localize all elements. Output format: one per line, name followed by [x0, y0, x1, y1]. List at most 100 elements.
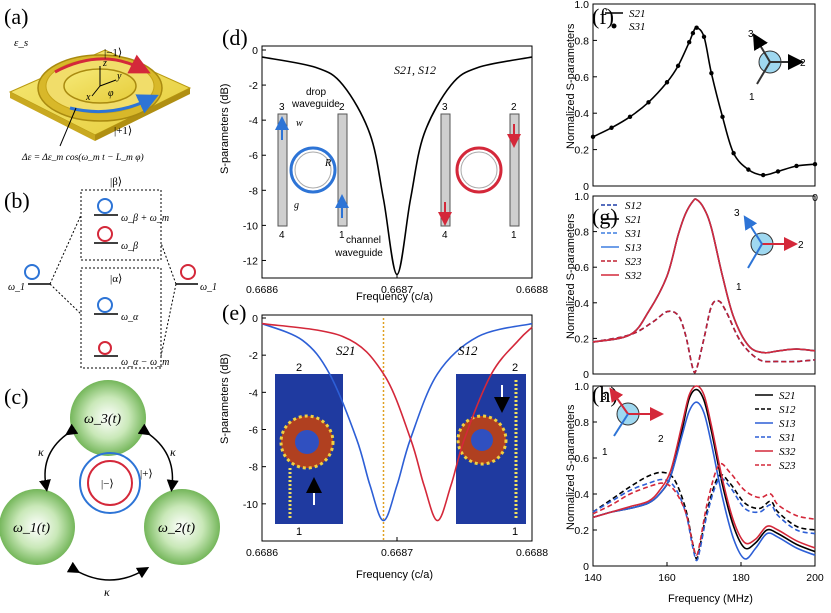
- ytick-label: 1.0: [574, 381, 589, 393]
- port-label-d-1b: 1: [511, 230, 517, 241]
- axis-x-label: x: [85, 92, 91, 103]
- chart-e-s21-label: S21: [336, 343, 356, 358]
- legend-label: S13: [625, 242, 642, 254]
- ytick-label: 0.2: [574, 333, 589, 345]
- panel-g: (g) 0 0.2 0.4 0.6 0.8 1.0 S12 S21 S31 S13 S23 S32 N…: [565, 191, 816, 381]
- equation-pointer: [59, 107, 77, 147]
- chart-d-ylabel: S-parameters (dB): [219, 84, 231, 174]
- port-g-1: 1: [736, 282, 742, 293]
- series-s31-point: [812, 161, 818, 167]
- inset-left-port-1: 1: [296, 526, 302, 538]
- ytick-label: -12: [243, 255, 258, 267]
- xtick-label: 0.6686: [246, 547, 278, 559]
- series-s31-point: [664, 80, 670, 85]
- ytick-label: -4: [249, 115, 258, 127]
- beta-lower-mode-icon: [97, 226, 113, 242]
- panel-e: (e) 2 1 2 1 0 -2 -4 -6 -8 -10 0.6686 0.6687 0.66…: [219, 300, 548, 581]
- chart-h-xlabel: Frequency (MHz): [668, 593, 753, 605]
- legend-label: S32: [625, 270, 642, 282]
- legend-label: S31: [779, 432, 796, 444]
- mode-plus-label: |+1⟩: [114, 125, 132, 137]
- inset-right-port-2: 2: [512, 362, 518, 374]
- port-g-1-line: [747, 243, 763, 269]
- xtick-label: 140: [584, 572, 602, 584]
- ytick-label: -10: [243, 499, 258, 511]
- ytick-label: -2: [249, 350, 258, 362]
- port-h-3: 3: [601, 392, 607, 403]
- ytick-label: 0.6: [574, 453, 589, 465]
- beta-freq-label: ω_β: [121, 241, 138, 252]
- panel-a: (a) ε_s |−1⟩ |+1⟩ z y x φ Δε = Δε_m cos(…: [4, 4, 192, 163]
- left-waveguide-b: [337, 113, 348, 227]
- kappa-left: κ: [38, 445, 44, 459]
- chart-d-curve-label: S21, S12: [394, 63, 436, 77]
- R-label: R: [324, 158, 331, 169]
- chart-d-plot: 0 -2 -4 -6 -8 -10 -12 0.6686 0.6687 0.6688: [243, 45, 548, 296]
- ytick-label: 0.6: [574, 262, 589, 274]
- axis-phi-label: φ: [108, 88, 114, 99]
- drop-label: drop: [306, 87, 326, 98]
- legend-label: S13: [779, 418, 796, 430]
- panel-c: (c) ω_3(t) ω_1(t) ω_2(t) κ κ κ |−⟩ |+⟩: [0, 380, 220, 599]
- series-s31-point: [627, 114, 633, 120]
- alpha-minus-label: ω_α − ω_m: [121, 357, 169, 368]
- series-s12: [261, 322, 533, 522]
- port-label-d-2b: 2: [511, 102, 517, 113]
- xtick-label: 0.6688: [516, 547, 548, 559]
- w1-label: ω_1(t): [13, 521, 50, 536]
- resonator-1: [0, 489, 75, 565]
- ytick-label: -4: [249, 387, 258, 399]
- series-s31-point: [687, 40, 692, 45]
- xtick-label: 0.6687: [381, 547, 413, 559]
- series-s13: [592, 401, 816, 560]
- waveguide-schematic: 3 2 4 1 drop waveguide channel waveguide…: [275, 87, 521, 259]
- series-s21: [261, 322, 533, 522]
- alpha-label: |α⟩: [110, 273, 122, 285]
- port-h-3-line: [609, 387, 629, 415]
- series-s21-s12: [261, 56, 533, 276]
- w1-right-label: ω_1: [200, 282, 217, 293]
- axis-x-line: [91, 85, 101, 97]
- chart-g-frame: [592, 195, 816, 375]
- w-label: w: [296, 118, 303, 129]
- panel-g-letter: (g): [592, 204, 618, 229]
- port-label-d-3a: 3: [279, 102, 285, 113]
- legend-label: S21: [625, 214, 642, 226]
- port-label-d-4b: 4: [442, 230, 448, 241]
- series-s31-point: [701, 34, 707, 39]
- ytick-label: 0.8: [574, 35, 589, 47]
- series-s31-point: [709, 70, 714, 76]
- chart-f-frame: [592, 3, 816, 187]
- ytick-label: -2: [249, 80, 258, 92]
- ytick-label: 0.8: [574, 227, 589, 239]
- chart-f-triangle-icon: 3 2 1: [748, 29, 806, 103]
- series-s31-point: [609, 125, 614, 130]
- ytick-label: -8: [249, 185, 258, 197]
- drop-waveguide-label: waveguide: [291, 99, 340, 110]
- eps-label: ε_s: [14, 37, 28, 49]
- ytick-label: 0.4: [574, 108, 589, 120]
- xtick-label: 180: [732, 572, 750, 584]
- chart-g-plot: 0 0.2 0.4 0.6 0.8 1.0 S12 S21 S31 S13 S23 S32: [574, 191, 816, 381]
- ytick-label: -10: [243, 220, 258, 232]
- chart-g-triangle-icon: 3 2 1: [734, 208, 804, 293]
- ytick-label: 1.0: [574, 191, 589, 203]
- chart-g-ylabel: Normalized S-parameters: [565, 213, 577, 339]
- series-s31-point: [720, 114, 725, 120]
- series-s32: [592, 385, 816, 549]
- ytick-label: -8: [249, 462, 258, 474]
- ytick-label: 1.0: [574, 0, 589, 11]
- alpha-upper-mode-icon: [97, 297, 113, 313]
- port-label-d-4a: 4: [279, 230, 285, 241]
- series-s31-point: [794, 163, 799, 169]
- w3-label: ω_3(t): [84, 412, 121, 427]
- mode-minus-arrow: [54, 54, 151, 74]
- minus-loop: [87, 460, 133, 506]
- legend-label: S23: [779, 460, 796, 472]
- field-inset-right-core: [471, 429, 493, 451]
- left-waveguide-a: [277, 113, 288, 227]
- beta-upper-mode-icon: [97, 198, 113, 214]
- ytick-label: 0: [252, 313, 258, 325]
- chart-f-ylabel: Normalized S-parameters: [565, 23, 577, 149]
